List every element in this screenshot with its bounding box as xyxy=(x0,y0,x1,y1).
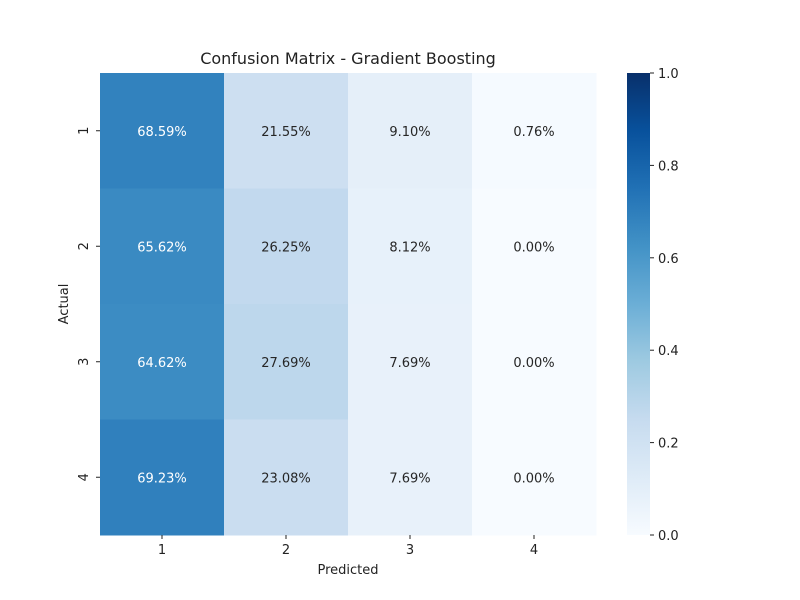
cell-value-label: 65.62% xyxy=(137,240,187,255)
x-tick-label: 4 xyxy=(530,543,538,558)
colorbar-tick-label: 0.8 xyxy=(658,159,679,174)
colorbar-ticks: 0.0 0.2 0.4 0.6 0.8 1.0 xyxy=(650,67,679,544)
cell-labels: 68.59% 21.55% 9.10% 0.76% 65.62% 26.25% 8.12% 0… xyxy=(137,125,554,487)
y-tick-label: 1 xyxy=(77,127,92,135)
chart-title: Confusion Matrix - Gradient Boosting xyxy=(200,49,496,68)
heatmap-cell-r1-c4 xyxy=(472,73,597,189)
colorbar xyxy=(627,73,650,535)
cell-value-label: 0.00% xyxy=(513,240,554,255)
x-axis-label: Predicted xyxy=(317,563,378,578)
cell-value-label: 27.69% xyxy=(261,356,311,371)
y-axis-ticks: 1 2 3 4 xyxy=(77,127,100,481)
y-tick-label: 3 xyxy=(77,358,92,366)
heatmap-cell-r2-c2 xyxy=(224,188,349,305)
cell-value-label: 23.08% xyxy=(261,471,311,486)
cell-value-label: 0.00% xyxy=(513,356,554,371)
heatmap-cell-r1-c2 xyxy=(224,73,349,189)
cell-value-label: 68.59% xyxy=(137,125,187,140)
cell-value-label: 7.69% xyxy=(389,471,430,486)
cell-value-label: 0.76% xyxy=(513,125,554,140)
y-tick-label: 2 xyxy=(77,242,92,250)
colorbar-tick-label: 0.2 xyxy=(658,437,679,452)
heatmap-cell-r1-c3 xyxy=(348,73,473,189)
heatmap-cell-r3-c4 xyxy=(472,304,597,420)
heatmap-cell-r4-c1 xyxy=(100,419,225,536)
x-tick-label: 1 xyxy=(158,543,166,558)
heatmap-cell-r2-c3 xyxy=(348,188,473,305)
cell-value-label: 7.69% xyxy=(389,356,430,371)
heatmap-cell-r4-c4 xyxy=(472,419,597,536)
cell-value-label: 26.25% xyxy=(261,240,311,255)
x-tick-label: 3 xyxy=(406,543,414,558)
heatmap-cell-r3-c3 xyxy=(348,304,473,420)
heatmap-cell-r4-c2 xyxy=(224,419,349,536)
heatmap-cell-r2-c1 xyxy=(100,188,225,305)
cell-value-label: 9.10% xyxy=(389,125,430,140)
colorbar-tick-label: 0.6 xyxy=(658,252,679,267)
heatmap-cell-r1-c1 xyxy=(100,73,225,189)
cell-value-label: 64.62% xyxy=(137,356,187,371)
cell-value-label: 69.23% xyxy=(137,471,187,486)
cell-value-label: 8.12% xyxy=(389,240,430,255)
heatmap-cell-r3-c1 xyxy=(100,304,225,420)
heatmap-cells xyxy=(100,73,597,536)
colorbar-tick-label: 0.0 xyxy=(658,529,679,544)
heatmap-cell-r2-c4 xyxy=(472,188,597,305)
colorbar-tick-label: 1.0 xyxy=(658,67,679,82)
x-axis-ticks: 1 2 3 4 xyxy=(158,535,538,558)
cell-value-label: 0.00% xyxy=(513,471,554,486)
x-tick-label: 2 xyxy=(282,543,290,558)
heatmap-cell-r3-c2 xyxy=(224,304,349,420)
colorbar-tick-label: 0.4 xyxy=(658,344,679,359)
cell-value-label: 21.55% xyxy=(261,125,311,140)
y-axis-label: Actual xyxy=(57,284,72,325)
heatmap-cell-r4-c3 xyxy=(348,419,473,536)
y-tick-label: 4 xyxy=(77,473,92,481)
